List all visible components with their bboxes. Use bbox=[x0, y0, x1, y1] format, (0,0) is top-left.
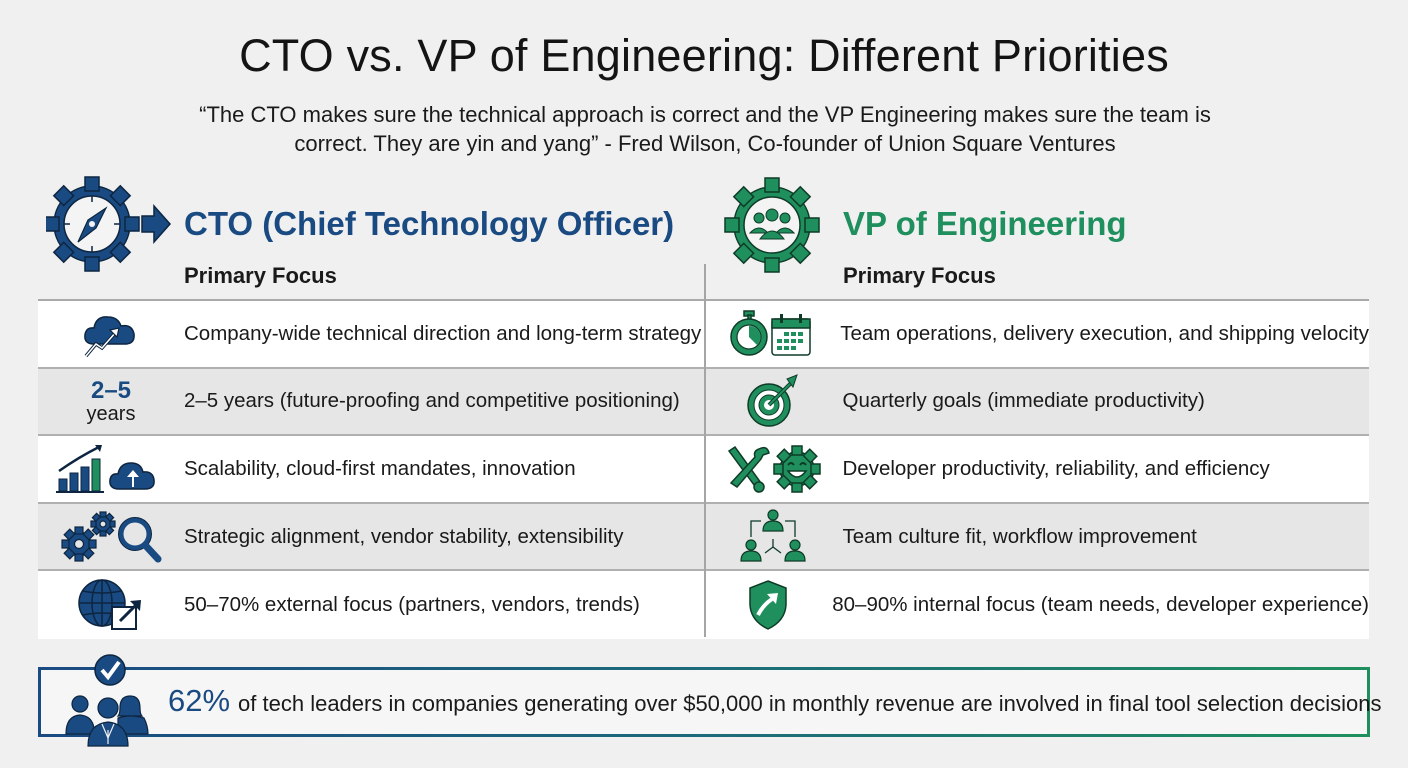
team-hierarchy-icon bbox=[740, 508, 806, 562]
stat-percent: 62% bbox=[168, 683, 231, 718]
vp-cell: Team operations, delivery execution, and… bbox=[703, 301, 1369, 367]
quote-line-2: correct. They are yin and yang” - Fred W… bbox=[294, 131, 1116, 156]
table-row: Scalability, cloud-first mandates, innov… bbox=[38, 436, 1369, 504]
stopwatch-calendar-icon bbox=[729, 310, 811, 356]
vp-focus-text: Developer productivity, reliability, and… bbox=[842, 456, 1270, 480]
cto-focus-text: Strategic alignment, vendor stability, e… bbox=[184, 524, 624, 548]
cto-focus-text: 50–70% external focus (partners, vendors… bbox=[184, 593, 640, 617]
cto-focus-text: Scalability, cloud-first mandates, innov… bbox=[184, 456, 576, 480]
vp-focus-text: 80–90% internal focus (team needs, devel… bbox=[832, 593, 1369, 617]
cto-primary-focus-label: Primary Focus bbox=[184, 263, 337, 288]
cto-cell: Company-wide technical direction and lon… bbox=[38, 301, 703, 367]
cto-cell: Strategic alignment, vendor stability, e… bbox=[38, 504, 704, 570]
vp-cell: 80–90% internal focus (team needs, devel… bbox=[703, 571, 1369, 639]
years-badge: 2–5 years bbox=[86, 376, 136, 425]
cto-title: CTO (Chief Technology Officer) bbox=[184, 205, 675, 242]
vp-focus-text: Team culture fit, workflow improvement bbox=[842, 524, 1197, 548]
gear-compass-arrow-icon bbox=[46, 176, 172, 272]
shield-arrow-icon bbox=[748, 580, 787, 631]
quote: “The CTO makes sure the technical approa… bbox=[90, 100, 1320, 158]
cto-focus-text: Company-wide technical direction and lon… bbox=[184, 321, 702, 345]
vp-cell: Team culture fit, workflow improvement bbox=[704, 504, 1370, 570]
table-row: Company-wide technical direction and lon… bbox=[38, 301, 1369, 369]
years-badge-number: 2–5 bbox=[90, 376, 132, 404]
gear-team-icon bbox=[724, 177, 820, 273]
stat-callout bbox=[38, 667, 1370, 737]
comparison-table: Company-wide technical direction and lon… bbox=[38, 299, 1370, 639]
target-arrow-icon bbox=[747, 374, 798, 428]
stat-text: 62% of tech leaders in companies generat… bbox=[168, 683, 1382, 719]
quote-line-1: “The CTO makes sure the technical approa… bbox=[199, 102, 1211, 127]
page-title: CTO vs. VP of Engineering: Different Pri… bbox=[239, 30, 1169, 81]
vp-focus-text: Quarterly goals (immediate productivity) bbox=[842, 389, 1205, 413]
team-checkmark-icon bbox=[65, 654, 149, 747]
vp-cell: Quarterly goals (immediate productivity) bbox=[704, 369, 1370, 435]
globe-external-link-icon bbox=[78, 579, 141, 631]
column-divider bbox=[704, 264, 706, 637]
stat-description: of tech leaders in companies generating … bbox=[238, 691, 1382, 716]
cto-cell: 50–70% external focus (partners, vendors… bbox=[38, 571, 703, 639]
cloud-growth-icon bbox=[84, 316, 135, 357]
table-row: 50–70% external focus (partners, vendors… bbox=[38, 571, 1369, 639]
tools-happy-gear-icon bbox=[727, 445, 821, 493]
years-badge-unit: years bbox=[86, 402, 136, 425]
vp-title: VP of Engineering bbox=[843, 205, 1127, 242]
cto-focus-text: 2–5 years (future-proofing and competiti… bbox=[184, 389, 680, 413]
table-row: 2–5 years 2–5 years (future-proofing and… bbox=[38, 368, 1370, 437]
bar-chart-cloud-upload-icon bbox=[56, 444, 155, 493]
gears-magnifier-icon bbox=[61, 510, 162, 563]
vp-primary-focus-label: Primary Focus bbox=[843, 263, 996, 288]
vp-cell: Developer productivity, reliability, and… bbox=[704, 436, 1370, 502]
table-row: Strategic alignment, vendor stability, e… bbox=[38, 503, 1370, 572]
cto-cell: Scalability, cloud-first mandates, innov… bbox=[38, 436, 704, 502]
vp-focus-text: Team operations, delivery execution, and… bbox=[840, 321, 1369, 345]
cto-cell: 2–5 years 2–5 years (future-proofing and… bbox=[38, 369, 704, 435]
